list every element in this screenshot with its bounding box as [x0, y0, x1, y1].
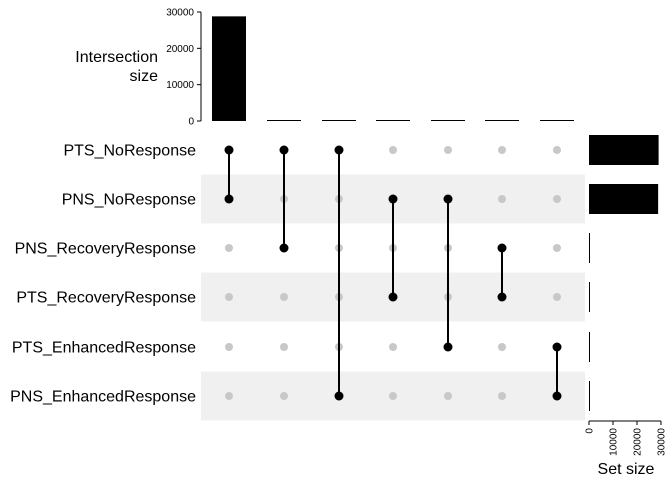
set-label: PTS_EnhancedResponse — [12, 340, 196, 357]
intersection-matrix — [224, 145, 562, 401]
set-label: PNS_NoResponse — [62, 192, 196, 209]
set-axis-tick-label: 20000 — [633, 428, 644, 456]
matrix-dot-inactive — [225, 343, 233, 351]
matrix-dot-inactive — [225, 244, 233, 252]
intersection-bar — [485, 120, 519, 121]
matrix-dot-active — [279, 243, 289, 253]
matrix-dot-inactive — [225, 293, 233, 301]
intersection-bar — [376, 120, 410, 121]
set-label: PNS_EnhancedResponse — [10, 389, 196, 406]
intersection-bars — [212, 16, 574, 121]
matrix-dot-inactive — [553, 244, 561, 252]
set-size-bar — [589, 135, 659, 165]
matrix-dot-active — [497, 243, 507, 253]
matrix-dot-inactive — [280, 343, 288, 351]
matrix-dot-inactive — [498, 392, 506, 400]
set-size-bar — [589, 233, 590, 263]
matrix-dot-active — [388, 194, 398, 204]
intersection-bar — [431, 120, 465, 121]
matrix-dot-active — [388, 292, 398, 302]
matrix-dot-inactive — [280, 392, 288, 400]
intersection-axis-tick-label: 30000 — [166, 8, 194, 19]
matrix-dot-active — [279, 145, 289, 155]
intersection-size-label-line2: size — [130, 68, 159, 85]
matrix-dot-inactive — [389, 343, 397, 351]
matrix-dot-active — [443, 342, 453, 352]
matrix-dot-inactive — [498, 195, 506, 203]
matrix-dot-inactive — [444, 146, 452, 154]
intersection-bar — [267, 120, 301, 121]
set-size-label: Set size — [598, 461, 655, 478]
set-size-bar — [589, 282, 590, 312]
set-size-bars — [589, 135, 659, 411]
matrix-dot-active — [443, 194, 453, 204]
matrix-dot-active — [224, 194, 234, 204]
matrix-dot-active — [334, 145, 344, 155]
intersection-bar — [322, 120, 356, 121]
matrix-dot-inactive — [280, 293, 288, 301]
matrix-dot-active — [497, 292, 507, 302]
intersection-size-axis: Intersection size 0 10000 20000 30000 — [75, 8, 202, 128]
matrix-dot-inactive — [389, 392, 397, 400]
intersection-size-label: Intersection — [75, 49, 158, 66]
intersection-bar — [540, 120, 574, 121]
intersection-axis-tick-label: 20000 — [166, 44, 194, 55]
set-axis-tick-label: 30000 — [657, 428, 668, 456]
matrix-dot-active — [552, 342, 562, 352]
intersection-axis-tick-label: 0 — [188, 117, 194, 128]
set-axis-tick-label: 10000 — [609, 428, 620, 456]
intersection-axis-tick-label: 10000 — [166, 80, 194, 91]
matrix-dot-inactive — [389, 146, 397, 154]
matrix-dot-active — [224, 145, 234, 155]
matrix-dot-inactive — [553, 293, 561, 301]
intersection-bar — [212, 16, 246, 121]
matrix-dot-inactive — [444, 392, 452, 400]
matrix-dot-inactive — [498, 146, 506, 154]
set-size-bar — [589, 381, 590, 411]
matrix-dot-active — [334, 391, 344, 401]
set-label: PTS_RecoveryResponse — [16, 290, 196, 307]
set-label: PNS_RecoveryResponse — [15, 241, 197, 258]
set-size-bar — [589, 184, 659, 214]
set-size-bar — [589, 332, 590, 362]
matrix-dot-active — [552, 391, 562, 401]
matrix-dot-inactive — [498, 343, 506, 351]
set-size-axis: Set size 0 10000 20000 30000 — [585, 420, 668, 478]
set-axis-tick-label: 0 — [585, 428, 596, 434]
set-labels: PTS_NoResponse PNS_NoResponse PNS_Recovery… — [10, 143, 196, 406]
matrix-dot-inactive — [553, 195, 561, 203]
matrix-dot-inactive — [553, 146, 561, 154]
set-label: PTS_NoResponse — [63, 143, 196, 160]
matrix-dot-inactive — [225, 392, 233, 400]
